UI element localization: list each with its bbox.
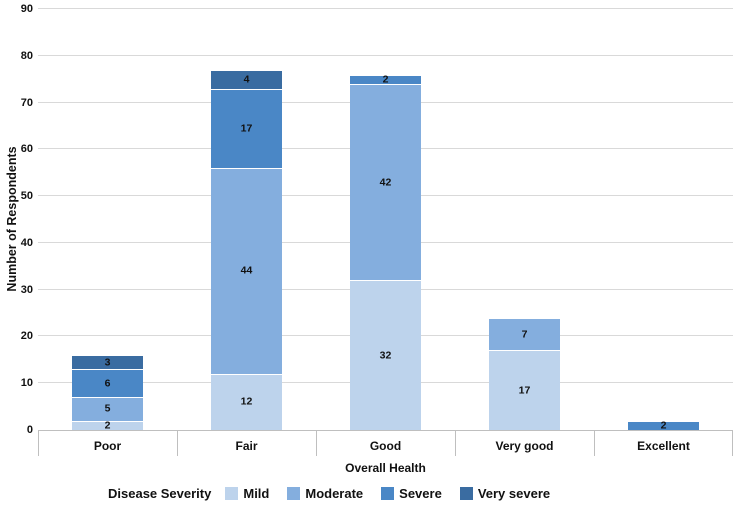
- data-label: 44: [240, 264, 253, 277]
- bar-excellent: 2: [628, 9, 699, 432]
- bar-segment-mild: 17: [489, 350, 560, 430]
- bar-segment-mild: 12: [211, 373, 282, 430]
- category-separator-tick: [455, 430, 456, 456]
- category-separator-tick: [177, 430, 178, 456]
- legend-label: Very severe: [477, 485, 551, 501]
- y-axis-tick-label: 40: [20, 236, 33, 249]
- data-label: 12: [240, 395, 253, 408]
- bar-good: 32 42 2: [350, 9, 421, 430]
- x-axis-tick-label: Good: [369, 439, 402, 453]
- legend-item-severe: Severe: [381, 486, 442, 501]
- data-label: 32: [379, 349, 392, 362]
- y-axis-tick-label: 20: [20, 330, 33, 343]
- y-axis-tick-label: 30: [20, 283, 33, 296]
- x-axis-tick-label: Very good: [495, 439, 554, 453]
- legend-color-swatch-icon: [381, 486, 395, 500]
- category-separator-tick: [732, 430, 733, 456]
- bar-segment-moderate: 7: [489, 317, 560, 351]
- x-axis-tick-label: Poor: [93, 439, 122, 453]
- data-label: 4: [243, 73, 250, 86]
- legend-label: Mild: [243, 485, 270, 501]
- legend-item-very-severe: Very severe: [459, 485, 551, 501]
- data-label: 2: [660, 419, 667, 432]
- bar-segment-very-severe: 4: [211, 69, 282, 89]
- bar-poor: 2 5 6 3: [72, 9, 143, 432]
- data-label: 17: [518, 384, 531, 397]
- x-axis-tick-label: Fair: [235, 439, 258, 453]
- bar-segment-severe: 17: [211, 88, 282, 169]
- legend-item-moderate: Moderate: [287, 486, 363, 501]
- data-label: 17: [240, 122, 253, 135]
- legend-item-mild: Mild: [225, 486, 269, 501]
- data-label: 7: [521, 328, 528, 341]
- bar-segment-very-severe: 3: [72, 355, 143, 370]
- bar-segment-moderate: 44: [211, 168, 282, 374]
- legend-color-swatch-icon: [287, 486, 301, 500]
- data-label: 6: [104, 377, 111, 390]
- y-axis-tick-label: 50: [20, 190, 33, 203]
- y-axis-tick-label: 0: [26, 424, 33, 436]
- bar-segment-severe: 2: [628, 419, 699, 432]
- y-axis-tick-label: 90: [20, 3, 33, 15]
- plot-area: 2 5 6 3 12 44 17 4 32 42 2 17 7 2: [38, 8, 733, 432]
- legend-label: Severe: [399, 485, 442, 501]
- bar-segment-mild: 32: [350, 280, 421, 430]
- category-separator-tick: [594, 430, 595, 456]
- x-axis-tick-label: Excellent: [637, 439, 690, 453]
- data-label: 5: [104, 402, 111, 415]
- data-label: 2: [382, 73, 389, 86]
- category-separator-tick: [316, 430, 317, 456]
- bar-segment-moderate: 42: [350, 83, 421, 281]
- legend: Disease Severity Mild Moderate Severe Very …: [108, 483, 550, 503]
- y-axis-tick-label: 70: [20, 96, 33, 109]
- bar-segment-severe: 6: [72, 369, 143, 398]
- bar-segment-mild: 2: [72, 419, 143, 432]
- data-label: 42: [379, 176, 392, 189]
- x-axis-title: Overall Health: [345, 461, 426, 475]
- legend-label: Moderate: [305, 485, 364, 501]
- legend-title: Disease Severity: [108, 485, 212, 501]
- gridline: [38, 8, 733, 9]
- data-label: 2: [104, 419, 111, 432]
- category-separator-tick: [38, 430, 39, 456]
- legend-color-swatch-icon: [459, 486, 473, 500]
- bar-fair: 12 44 17 4: [211, 9, 282, 430]
- y-axis-tick-label: 60: [20, 143, 33, 156]
- data-label: 3: [104, 356, 111, 369]
- legend-color-swatch-icon: [225, 486, 239, 500]
- y-axis-tick-label: 80: [20, 49, 33, 62]
- bar-segment-moderate: 5: [72, 397, 143, 421]
- y-axis-tick-label: 10: [20, 377, 33, 390]
- bar-very-good: 17 7: [489, 9, 560, 430]
- gridline: [38, 54, 733, 56]
- bar-segment-severe: 2: [350, 73, 421, 86]
